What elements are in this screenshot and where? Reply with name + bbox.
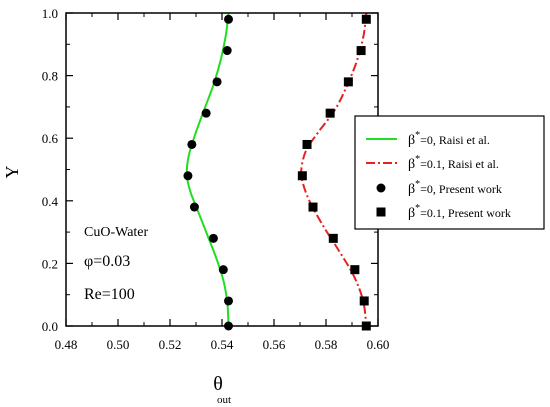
y-axis-label: Y — [2, 166, 22, 179]
data-point-circle — [218, 265, 228, 275]
legend-rest: =0, Raisi et al. — [420, 133, 490, 147]
x-tick-label: 0.56 — [263, 337, 286, 352]
legend-label-2: β*=0, Present work — [408, 179, 502, 197]
legend-box — [354, 115, 545, 230]
data-point-circle — [189, 202, 199, 212]
x-tick-label: 0.58 — [315, 337, 338, 352]
x-tick-label: 0.54 — [211, 337, 234, 352]
annotations: CuO-Water φ=0.03 Re=100 — [84, 225, 149, 303]
legend-beta: β — [408, 133, 415, 148]
legend-rest: =0.1, Raisi et al. — [420, 157, 499, 171]
data-point-square — [308, 202, 318, 212]
legend-marker-square — [376, 207, 386, 217]
x-axis-label: θ — [213, 373, 223, 395]
data-point-circle — [201, 108, 211, 118]
x-tick-label: 0.48 — [55, 337, 78, 352]
y-tick-label: 0.2 — [42, 256, 58, 271]
legend-rest: =0.1, Present work — [420, 206, 511, 220]
data-point-square — [328, 233, 338, 243]
axes: 0.48 0.50 0.52 0.54 0.56 0.58 0.60 0.0 0.2 0.4 0.6… — [42, 6, 390, 352]
data-point-square — [361, 14, 371, 24]
data-point-circle — [224, 296, 233, 306]
legend: β*=0, Raisi et al.β*=0.1, Raisi et al.β*… — [354, 115, 545, 230]
legend-superscript: * — [415, 130, 420, 141]
annotation-fluid: CuO-Water — [84, 225, 149, 240]
data-point-square — [350, 265, 360, 275]
data-point-circle — [208, 233, 218, 243]
y-tick-label: 0.6 — [42, 131, 59, 146]
data-point-circle — [212, 77, 222, 87]
x-axis-label-subscript: out — [217, 394, 231, 406]
data-point-square — [302, 139, 312, 149]
legend-beta: β — [408, 182, 415, 197]
y-tick-label: 0.4 — [42, 194, 59, 209]
data-point-square — [343, 77, 353, 87]
legend-label-1: β*=0.1, Raisi et al. — [408, 154, 499, 172]
y-tick-label: 1.0 — [42, 6, 58, 21]
legend-superscript: * — [415, 154, 420, 165]
legend-label-3: β*=0.1, Present work — [408, 203, 511, 221]
data-point-circle — [183, 171, 193, 181]
legend-beta: β — [408, 157, 415, 172]
legend-beta: β — [408, 206, 415, 221]
data-point-circle — [187, 139, 197, 149]
x-tick-label: 0.60 — [367, 337, 390, 352]
data-point-square — [325, 108, 335, 118]
legend-superscript: * — [415, 179, 420, 190]
series-line-0 — [185, 12, 230, 327]
data-point-square — [297, 171, 307, 181]
x-tick-label: 0.52 — [159, 337, 182, 352]
legend-rest: =0, Present work — [420, 182, 502, 196]
data-point-square — [359, 296, 369, 306]
legend-label-0: β*=0, Raisi et al. — [408, 130, 490, 148]
x-tick-label: 0.50 — [107, 337, 130, 352]
data-point-circle — [224, 14, 233, 24]
series-line-1 — [300, 12, 368, 327]
y-tick-label: 0.8 — [42, 69, 58, 84]
legend-marker-circle — [376, 183, 386, 193]
plot-area — [183, 12, 371, 331]
y-tick-label: 0.0 — [42, 319, 58, 334]
annotation-phi: φ=0.03 — [84, 253, 130, 270]
data-point-circle — [222, 46, 232, 56]
legend-superscript: * — [415, 203, 420, 214]
data-point-square — [356, 46, 366, 56]
annotation-re: Re=100 — [84, 286, 135, 303]
